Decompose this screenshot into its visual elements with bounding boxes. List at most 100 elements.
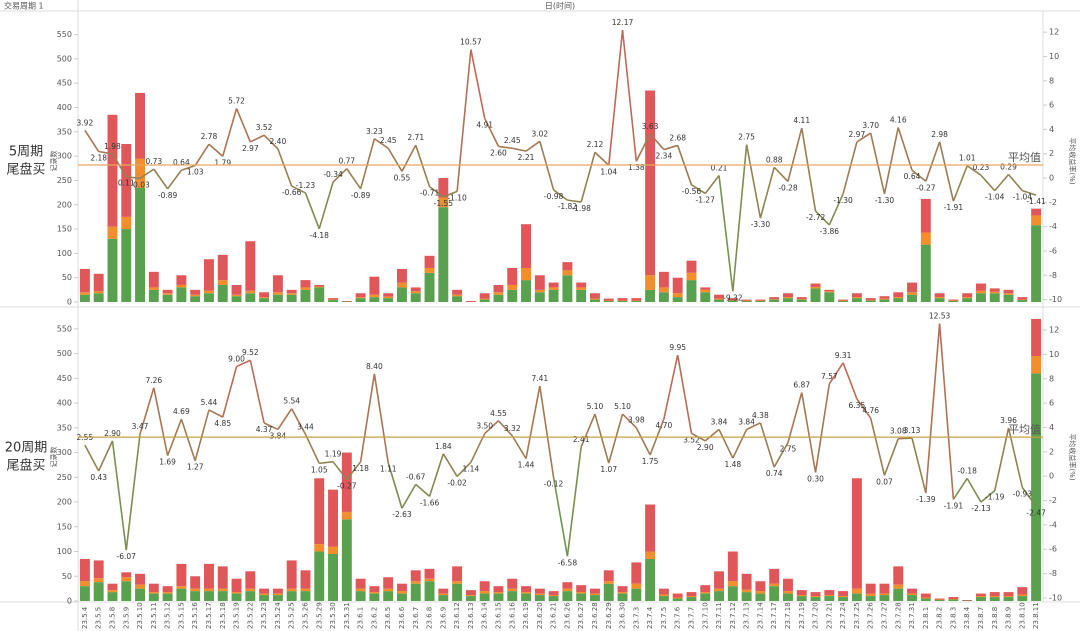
x-tick-label: 23.5.17: [205, 602, 213, 629]
x-tick-label: 23.5.15: [177, 602, 185, 629]
bar-segment: [162, 592, 173, 594]
bar-segment: [93, 560, 104, 579]
data-label: 0.11: [118, 179, 135, 188]
line-segment: [635, 133, 651, 162]
bar-segment: [79, 292, 90, 295]
line-segment: [318, 181, 334, 230]
data-label: 1.27: [187, 463, 204, 472]
bar-segment: [410, 583, 421, 601]
bar-segment: [162, 586, 173, 593]
line-segment: [842, 362, 858, 400]
bar-segment: [259, 595, 270, 601]
bar-segment: [162, 294, 173, 302]
bar-segment: [686, 596, 697, 598]
bar-segment: [259, 298, 270, 302]
bar-segment: [383, 298, 394, 302]
data-label: 3.44: [297, 422, 314, 431]
line-segment: [221, 108, 238, 157]
bar-segment: [493, 593, 504, 601]
data-label: 0.73: [145, 157, 162, 166]
bar-segment: [272, 595, 283, 601]
bar-segment: [369, 592, 380, 594]
data-label: -0.12: [544, 480, 564, 489]
line-segment: [414, 144, 431, 187]
bar-segment: [121, 581, 132, 601]
line-segment: [290, 408, 307, 435]
data-label: 10.57: [460, 38, 482, 47]
bar-segment: [190, 588, 201, 592]
line-segment: [304, 192, 320, 230]
bar-segment: [672, 297, 683, 302]
bar-segment: [686, 272, 697, 281]
bar-segment: [645, 275, 656, 290]
bar-segment: [217, 254, 228, 281]
y2-tick-label: 8: [1049, 374, 1054, 383]
line-segment: [194, 143, 210, 166]
bar-segment: [424, 255, 435, 268]
bar-segment: [810, 283, 821, 287]
bar-segment: [300, 570, 311, 589]
bar-segment: [741, 589, 752, 593]
line-segment: [139, 387, 155, 435]
y2-axis-title: 平均收益率(%): [1068, 137, 1077, 184]
bar-segment: [562, 275, 573, 302]
bar-segment: [603, 570, 614, 582]
data-label: -1.91: [944, 501, 964, 510]
x-tick-label: 23.7.14: [756, 602, 764, 629]
x-tick-label: 23.7.7: [687, 607, 695, 629]
x-tick-label: 23.7.28: [894, 602, 902, 629]
line-segment: [387, 462, 403, 509]
reference-label: 平均值: [1008, 423, 1041, 436]
data-label: 2.21: [518, 153, 535, 162]
bar-segment: [507, 578, 518, 589]
data-label: -3.86: [820, 227, 840, 236]
bar-segment: [521, 593, 531, 601]
x-tick-label: 23.6.14: [481, 602, 489, 629]
line-segment: [938, 323, 955, 500]
bar-segment: [286, 560, 297, 589]
bar-segment: [934, 293, 945, 298]
bar-segment: [493, 292, 504, 295]
bar-segment: [548, 591, 559, 596]
x-tick-label: 23.6.21: [550, 602, 558, 629]
data-label: 2.78: [201, 132, 218, 141]
data-label: -1.04: [1013, 193, 1033, 202]
bar-segment: [397, 268, 407, 283]
bar-segment: [107, 590, 118, 593]
line-segment: [566, 446, 582, 557]
bar-segment: [383, 577, 394, 589]
data-label: -2.63: [392, 510, 412, 519]
bar-segment: [934, 598, 945, 600]
data-label: -9.32: [723, 293, 743, 302]
line-segment: [511, 435, 527, 460]
bar-segment: [1017, 300, 1028, 302]
line-segment: [428, 453, 445, 497]
y2-tick-label: 12: [1049, 326, 1059, 335]
data-label: 4.55: [490, 409, 507, 418]
bar-segment: [631, 583, 642, 589]
x-tick-label: 23.7.10: [701, 602, 709, 629]
line-segment: [153, 168, 169, 190]
y2-tick-label: -10: [1049, 295, 1062, 304]
bar-segment: [934, 297, 945, 299]
bar-segment: [948, 299, 959, 301]
x-tick-label: 23.8.2: [936, 607, 944, 629]
y-axis-title: 记录数: [49, 447, 58, 468]
line-segment: [373, 373, 389, 463]
bar-segment: [590, 595, 600, 601]
data-label: -1.82: [558, 202, 578, 211]
x-tick-label: 23.5.12: [164, 602, 172, 629]
bar-segment: [562, 582, 573, 589]
bar-segment: [300, 588, 311, 592]
data-label: 2.12: [587, 140, 604, 149]
bar-segment: [1017, 587, 1028, 595]
bar-segment: [272, 588, 283, 594]
x-tick-label: 23.6.8: [426, 607, 434, 629]
line-segment: [732, 429, 748, 459]
bar-segment: [424, 568, 435, 579]
bar-segment: [824, 289, 835, 292]
bar-segment: [851, 293, 862, 298]
bar-segment: [135, 584, 145, 589]
bar-segment: [93, 291, 104, 294]
bar-segment: [355, 588, 366, 592]
